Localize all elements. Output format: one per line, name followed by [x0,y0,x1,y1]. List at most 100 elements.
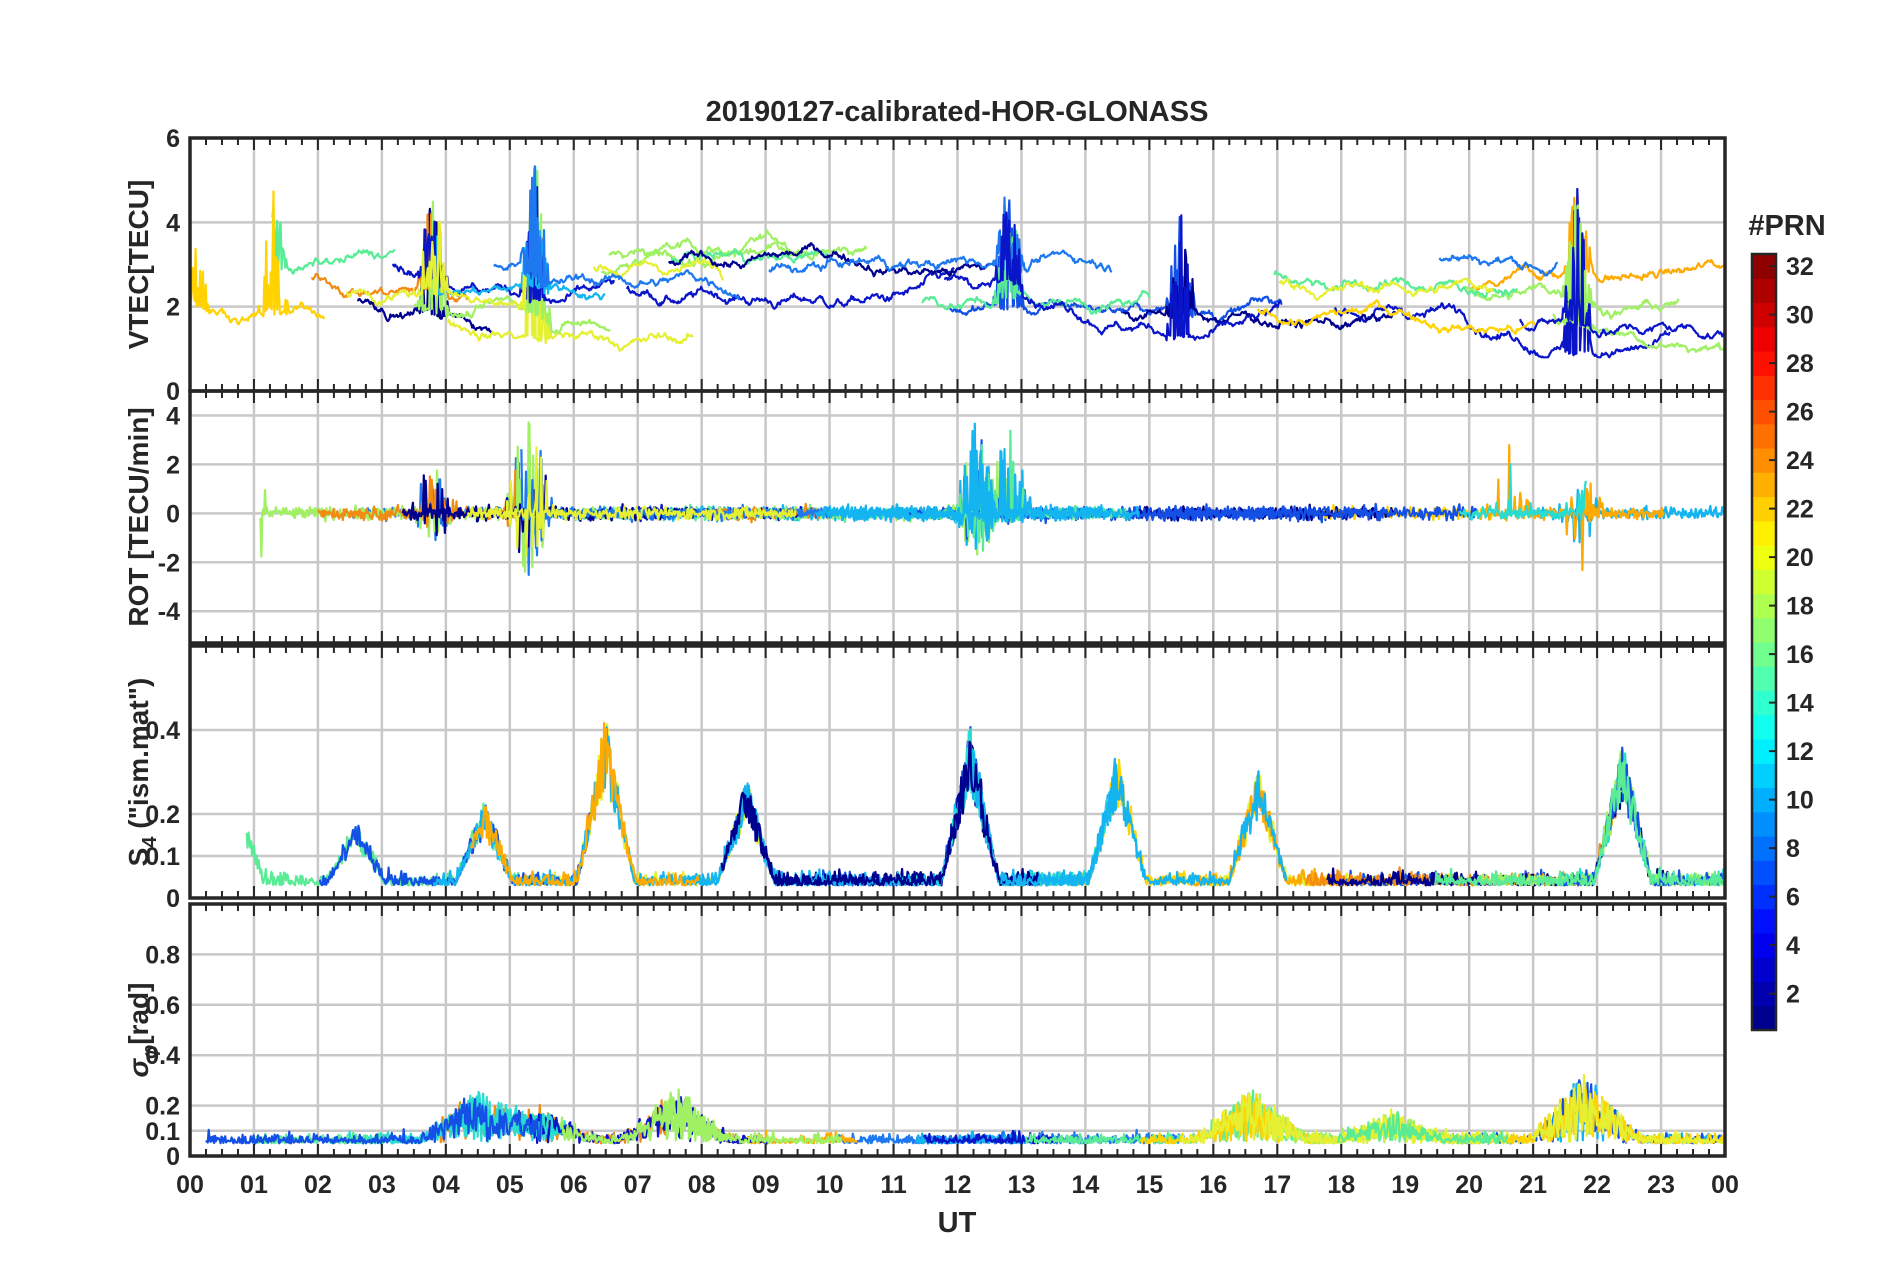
trace-vtec-20 [190,190,326,326]
y-tick-label-rot: 4 [166,402,180,430]
y-tick-label-rot: -4 [158,598,180,626]
y-tick-label-s4: 0.1 [145,843,180,871]
trace-vtec-21 [436,165,606,301]
y-tick-label-s4: 0 [166,885,180,913]
trace-vtec-28 [1256,299,1536,335]
colorbar-tick-label: 18 [1786,593,1814,621]
colorbar-band [1752,957,1776,983]
x-tick-label: 15 [1135,1171,1163,1199]
colorbar-tick-label: 24 [1786,447,1814,475]
y-tick-label-sigma: 0.6 [145,992,180,1020]
x-tick-label: 18 [1327,1171,1355,1199]
trace-sigma-18 [661,1091,843,1145]
trace-vtec-7 [446,209,694,352]
colorbar-tick-label: 16 [1786,641,1814,669]
traces-vtec [190,165,1725,359]
colorbar-tick-label: 28 [1786,350,1814,378]
x-tick-label: 21 [1519,1171,1547,1199]
colorbar-band [1752,666,1776,692]
trace-vtec-24 [1519,208,1725,340]
y-tick-label-s4: 0.4 [145,717,180,745]
trace-rot-21 [1164,503,1478,523]
trace-sigma-20 [1337,1110,1516,1145]
colorbar-frame [1750,252,1778,1032]
trace-vtec-23 [768,196,1113,276]
x-tick-label: 03 [368,1171,396,1199]
y-axis-label-sigma: σφ[rad] [123,983,161,1078]
y-tick-label-sigma: 0.1 [145,1118,180,1146]
panel-rot: -4 -2 0 2 4 ROT [TECU/min] [123,389,1727,645]
trace-sigma-19 [1179,1092,1479,1145]
colorbar-band [1752,472,1776,498]
colorbar-band [1752,569,1776,595]
colorbar-tick-label: 14 [1786,690,1814,718]
traces-sigma [205,1073,1725,1145]
y-tick-label-vtec: 6 [166,125,180,153]
trace-vtec-2 [1470,195,1725,291]
colorbar-band [1752,714,1776,740]
grid-s4 [188,646,1727,900]
x-tick-label: 06 [560,1171,588,1199]
colorbar-band [1752,520,1776,546]
x-axis: 00 01 02 03 04 05 06 07 08 09 10 11 12 13 14 15 16 17 18 19… [176,1171,1739,1199]
panel-vtec: 0 2 4 6 VTEC[TECU] [123,125,1727,406]
trace-rot-25 [815,429,1107,542]
traces-s4 [245,721,1725,887]
x-tick-label: 10 [816,1171,844,1199]
trace-vtec-4 [948,199,1283,324]
trace-vtec-5 [1333,187,1671,359]
trace-s4-19 [1479,748,1725,887]
y-tick-label-s4: 0.2 [145,801,180,829]
colorbar-band [1752,278,1776,304]
chart-title: 20190127-calibrated-HOR-GLONASS [706,96,1209,128]
colorbar-band [1752,811,1776,837]
x-tick-label: 19 [1391,1171,1419,1199]
trace-s4-23 [1433,758,1725,887]
y-tick-label-vtec: 0 [166,378,180,406]
x-tick-label: 04 [432,1171,460,1199]
trace-s4-10 [1305,791,1618,887]
trace-s4-24 [743,740,1040,887]
trace-vtec-13 [413,169,611,335]
x-tick-label: 23 [1647,1171,1675,1199]
x-tick-label: 08 [688,1171,716,1199]
trace-s4-21 [971,752,1288,887]
trace-s4-22 [1561,746,1725,887]
x-tick-label: 17 [1263,1171,1291,1199]
x-tick-label: 12 [944,1171,972,1199]
colorbar-band [1752,326,1776,352]
colorbar-tick-label: 6 [1786,884,1800,912]
x-tick-label: 14 [1072,1171,1100,1199]
x-tick-label: 16 [1199,1171,1227,1199]
y-tick-label-sigma: 0.8 [145,941,180,969]
trace-vtec-11 [271,206,396,275]
colorbar-band [1752,763,1776,789]
x-tick-label: 00 [1711,1171,1739,1199]
x-tick-label: 13 [1008,1171,1036,1199]
trace-vtec-22 [1122,240,1397,331]
colorbar-tick-label: 12 [1786,738,1814,766]
x-tick-label: 02 [304,1171,332,1199]
trace-s4-25 [1000,823,1105,887]
x-tick-label: 01 [240,1171,268,1199]
colorbar-tick-label: 2 [1786,981,1800,1009]
trace-vtec-1 [625,267,955,310]
x-tick-label: 07 [624,1171,652,1199]
y-tick-label-rot: -2 [158,549,180,577]
trace-vtec-25 [345,220,527,312]
trace-vtec-27 [943,211,1282,342]
grid-vtec [188,136,1727,393]
colorbar-tick-label: 20 [1786,544,1814,572]
colorbar-tick-label: 26 [1786,399,1814,427]
trace-s4-20 [470,721,700,887]
y-tick-label-sigma: 0.2 [145,1093,180,1121]
panel-sigma: 00.10.2 0.4 0.6 0.8 σφ[rad] [123,902,1727,1171]
grid-sigma [188,904,1727,1158]
trace-vtec-29 [492,165,741,301]
colorbar-band [1752,1005,1776,1031]
x-tick-label: 09 [752,1171,780,1199]
trace-vtec-16 [592,257,725,281]
